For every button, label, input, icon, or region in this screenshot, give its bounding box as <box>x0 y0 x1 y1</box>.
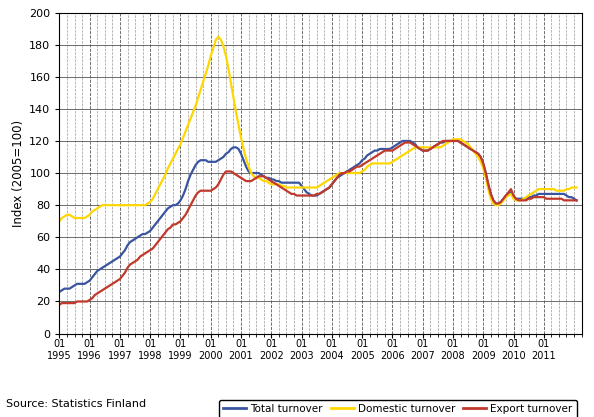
Y-axis label: Index (2005=100): Index (2005=100) <box>12 120 25 226</box>
Text: Source: Statistics Finland: Source: Statistics Finland <box>6 399 146 409</box>
Legend: Total turnover, Domestic turnover, Export turnover: Total turnover, Domestic turnover, Expor… <box>219 400 577 417</box>
